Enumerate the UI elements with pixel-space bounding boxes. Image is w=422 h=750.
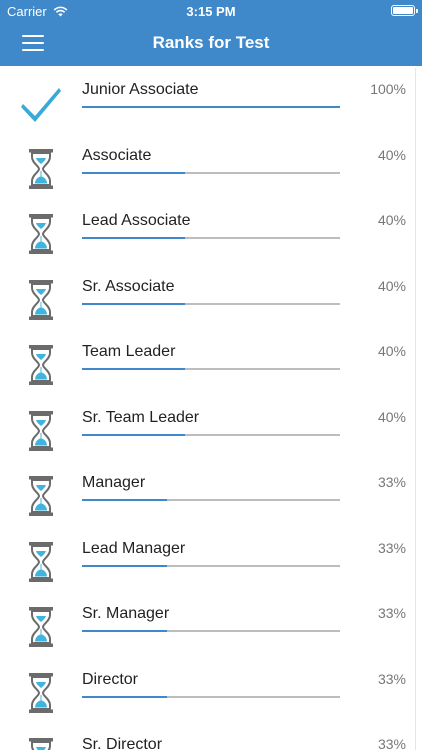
rank-progress-bar: [82, 564, 340, 567]
rank-progress-bar: [82, 368, 340, 370]
wifi-icon: [53, 6, 68, 17]
battery-icon: [391, 5, 418, 16]
hourglass-icon: [20, 737, 62, 750]
rank-percent: 33%: [377, 605, 406, 621]
hourglass-icon: [20, 672, 62, 714]
rank-row[interactable]: Manager 33%: [0, 459, 422, 525]
rank-progress-bar: [82, 630, 340, 632]
rank-progress-bar: [82, 433, 340, 436]
rank-row[interactable]: Sr. Associate 40%: [0, 263, 422, 329]
rank-progress-bar: [82, 106, 340, 108]
rank-percent: 40%: [377, 277, 406, 294]
rank-title: Lead Associate: [82, 212, 191, 229]
rank-list[interactable]: Junior Associate 100% Associate 40% Lead Ass…: [0, 66, 422, 750]
rank-progress-bar: [82, 171, 340, 174]
rank-row[interactable]: Lead Associate 40%: [0, 197, 422, 263]
rank-progress-fill: [82, 171, 186, 174]
rank-progress-fill: [82, 499, 168, 501]
rank-progress-fill: [82, 695, 168, 698]
rank-progress-fill: [82, 237, 186, 239]
status-time: 3:15 PM: [186, 4, 236, 19]
page-title: Ranks for Test: [152, 33, 270, 52]
rank-progress-fill: [82, 368, 186, 370]
rank-progress-bar: [82, 695, 340, 698]
rank-row[interactable]: Lead Manager 33%: [0, 525, 422, 591]
rank-row[interactable]: Associate 40%: [0, 132, 422, 198]
rank-title: Director: [82, 670, 139, 688]
rank-percent: 40%: [377, 408, 406, 425]
rank-title: Manager: [82, 474, 146, 491]
rank-progress-fill: [82, 106, 340, 108]
scrollbar[interactable]: [415, 68, 416, 750]
rank-progress-fill: [82, 630, 168, 632]
rank-title: Lead Manager: [82, 539, 186, 557]
hourglass-icon: [20, 344, 62, 386]
rank-percent: 40%: [377, 343, 406, 359]
hourglass-icon: [20, 410, 62, 452]
nav-bar: Ranks for Test: [0, 22, 422, 66]
rank-row[interactable]: Junior Associate 100%: [0, 66, 422, 132]
rank-title: Associate: [82, 146, 152, 164]
rank-percent: 40%: [377, 146, 406, 163]
rank-row[interactable]: Sr. Manager 33%: [0, 590, 422, 656]
rank-progress-bar: [82, 237, 340, 239]
rank-title: Sr. Associate: [82, 277, 175, 295]
hourglass-icon: [20, 148, 62, 190]
hamburger-menu-icon[interactable]: [22, 35, 44, 53]
hourglass-icon: [20, 475, 62, 517]
carrier-info: Carrier: [7, 4, 68, 19]
rank-progress-bar: [82, 499, 340, 501]
rank-title: Junior Associate: [82, 81, 199, 98]
carrier-label: Carrier: [7, 4, 47, 19]
hourglass-icon: [20, 279, 62, 321]
rank-percent: 40%: [377, 212, 406, 228]
rank-title: Team Leader: [82, 343, 176, 360]
rank-percent: 33%: [377, 539, 406, 556]
rank-row[interactable]: Director 33%: [0, 656, 422, 722]
rank-progress-fill: [82, 433, 186, 436]
hourglass-icon: [20, 606, 62, 648]
rank-percent: 33%: [377, 736, 406, 750]
checkmark-icon: [20, 82, 62, 124]
rank-row[interactable]: Sr. Director 33%: [0, 721, 422, 750]
rank-progress-fill: [82, 302, 186, 305]
rank-row[interactable]: Team Leader 40%: [0, 328, 422, 394]
rank-percent: 33%: [377, 670, 406, 687]
rank-percent: 100%: [370, 81, 406, 97]
status-bar: Carrier 3:15 PM: [0, 0, 422, 22]
rank-title: Sr. Director: [82, 736, 163, 750]
rank-progress-bar: [82, 302, 340, 305]
rank-row[interactable]: Sr. Team Leader 40%: [0, 394, 422, 460]
rank-title: Sr. Manager: [82, 605, 170, 622]
hourglass-icon: [20, 541, 62, 583]
rank-percent: 33%: [377, 474, 406, 490]
hourglass-icon: [20, 213, 62, 255]
rank-progress-fill: [82, 564, 168, 567]
rank-title: Sr. Team Leader: [82, 408, 200, 426]
